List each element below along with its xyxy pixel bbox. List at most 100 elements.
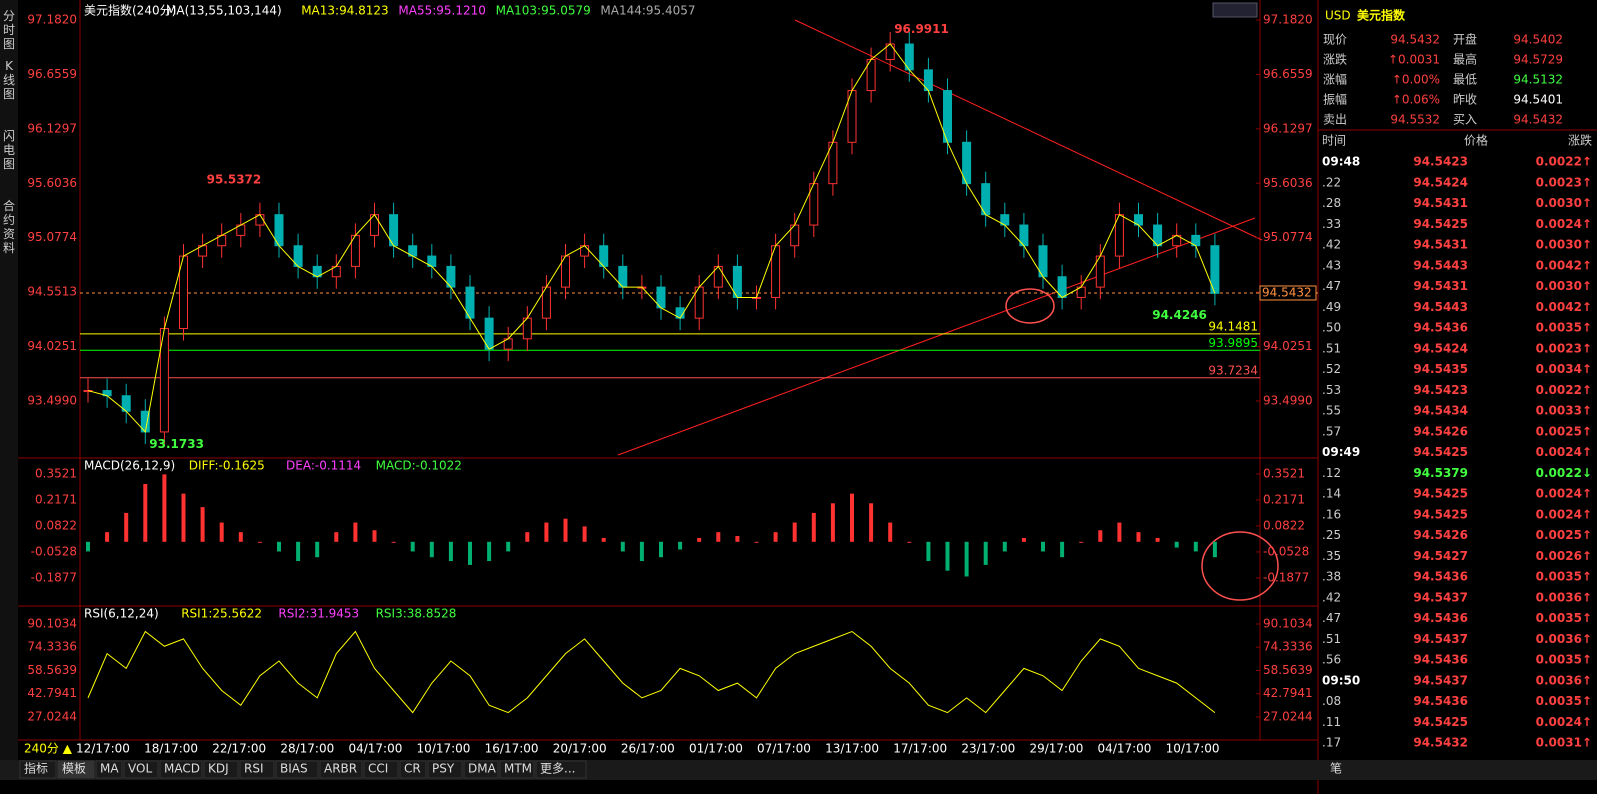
tick-change: 0.0035↑: [1536, 321, 1592, 335]
tab[interactable]: [463, 760, 499, 779]
tick-price: 94.5424: [1413, 341, 1468, 355]
side-tab[interactable]: 合约资料: [3, 198, 15, 255]
window-buttons[interactable]: [1212, 2, 1258, 18]
indicator-header: MA144:95.4057: [600, 4, 695, 18]
side-tab[interactable]: K 线图: [3, 59, 15, 101]
y-tick-label: 90.1034: [27, 617, 77, 631]
x-tick-label: 28/17:00: [280, 742, 334, 756]
side-tab[interactable]: 分时图: [3, 9, 15, 51]
tab[interactable]: [399, 760, 427, 779]
macd-bar: [926, 541, 931, 562]
tab-label[interactable]: CCI: [368, 762, 388, 776]
level-label: 94.1481: [1208, 319, 1258, 333]
tick-price: 94.5431: [1413, 196, 1468, 210]
macd-bar: [1098, 530, 1103, 542]
tab[interactable]: [239, 760, 275, 779]
tab[interactable]: [535, 760, 587, 779]
level-label: 93.7234: [1208, 363, 1258, 377]
tick-time: .47: [1322, 279, 1341, 293]
tab[interactable]: [19, 760, 57, 779]
macd-bar: [1136, 532, 1141, 542]
tab-label[interactable]: ARBR: [324, 762, 357, 776]
extreme-label: 95.5372: [207, 173, 262, 187]
tab-label[interactable]: PSY: [432, 762, 455, 776]
level-label: 93.9895: [1208, 336, 1258, 350]
tick-change: 0.0034↑: [1536, 362, 1592, 376]
side-tab[interactable]: 闪电图: [3, 129, 15, 171]
indicator-header: MA(13,55,103,144): [166, 4, 282, 18]
indicator-header: MACD(26,12,9): [84, 459, 175, 473]
tab[interactable]: [95, 760, 123, 779]
tick-time: .38: [1322, 570, 1341, 584]
macd-bar: [334, 532, 339, 542]
macd-bar: [735, 536, 740, 542]
quote-label: 最低: [1453, 73, 1477, 87]
x-tick-label: 04/17:00: [348, 742, 402, 756]
tab-label[interactable]: RSI: [244, 762, 264, 776]
macd-bar: [563, 518, 568, 542]
tick-change: 0.0042↑: [1536, 300, 1592, 314]
tick-price: 94.5443: [1413, 258, 1468, 272]
tick-change: 0.0022↓: [1536, 466, 1592, 480]
tab[interactable]: [427, 760, 463, 779]
x-tick-label: 10/17:00: [1166, 742, 1220, 756]
tab-label[interactable]: CR: [404, 762, 421, 776]
tick-price: 94.5436: [1413, 570, 1468, 584]
indicator-header: MA13:94.8123: [301, 4, 389, 18]
tick-price: 94.5425: [1413, 445, 1468, 459]
period-label[interactable]: 240分 ▲: [24, 742, 73, 756]
rsi-line: [87, 630, 1216, 714]
tab-label[interactable]: 模板: [62, 762, 86, 776]
y-tick-label: 90.1034: [1263, 617, 1313, 631]
macd-bar: [277, 541, 281, 552]
quote-value: ↑0.0031: [1388, 53, 1440, 67]
tick-price: 94.5379: [1413, 466, 1468, 480]
tab[interactable]: [319, 760, 363, 779]
macd-bar: [506, 541, 511, 552]
y-tick-label: 97.1820: [27, 13, 77, 27]
tab-label[interactable]: KDJ: [208, 762, 229, 776]
tick-price: 94.5427: [1413, 549, 1468, 563]
tick-price: 94.5436: [1413, 694, 1468, 708]
macd-bar: [601, 537, 606, 542]
pen-label[interactable]: 笔: [1330, 761, 1342, 776]
y-tick-label: 27.0244: [1263, 709, 1313, 723]
y-tick-label: 0.0822: [1263, 518, 1305, 532]
y-tick-label: 96.1297: [1263, 121, 1313, 135]
macd-bar: [850, 493, 854, 542]
tick-time: .16: [1322, 507, 1341, 521]
tab-label[interactable]: 更多...: [540, 762, 575, 776]
tab-label[interactable]: 指标: [24, 761, 48, 776]
tick-time: .51: [1322, 632, 1341, 646]
x-tick-label: 17/17:00: [893, 742, 947, 756]
x-tick-label: 13/17:00: [825, 742, 879, 756]
tab-label[interactable]: VOL: [128, 762, 152, 776]
tab-label[interactable]: MACD: [164, 762, 200, 776]
tab[interactable]: [275, 760, 319, 779]
tab[interactable]: [363, 760, 399, 779]
macd-bar: [296, 541, 301, 562]
x-tick-label: 01/17:00: [689, 742, 743, 756]
y-tick-label: 74.3336: [27, 640, 77, 654]
tab[interactable]: [123, 760, 159, 779]
y-tick-label: 93.4990: [1263, 394, 1313, 408]
extreme-label: 96.9911: [894, 22, 949, 36]
tab-label[interactable]: BIAS: [280, 762, 308, 776]
tab[interactable]: [57, 760, 95, 779]
last-price-label: 94.5432: [1262, 285, 1312, 299]
trend-line: [794, 19, 1263, 241]
macd-bar: [869, 503, 874, 542]
tick-price: 94.5437: [1413, 590, 1468, 604]
tick-change: 0.0030↑: [1536, 238, 1592, 252]
tab[interactable]: [203, 760, 239, 779]
tab-label[interactable]: MA: [100, 762, 119, 776]
extreme-label: 94.4246: [1152, 308, 1207, 322]
tab-label[interactable]: MTM: [504, 762, 532, 776]
tab-label[interactable]: DMA: [468, 762, 497, 776]
x-tick-label: 16/17:00: [485, 742, 539, 756]
macd-bar: [1212, 541, 1217, 558]
tick-change: 0.0024↑: [1536, 487, 1592, 501]
tab[interactable]: [159, 760, 203, 779]
tab[interactable]: [499, 760, 535, 779]
